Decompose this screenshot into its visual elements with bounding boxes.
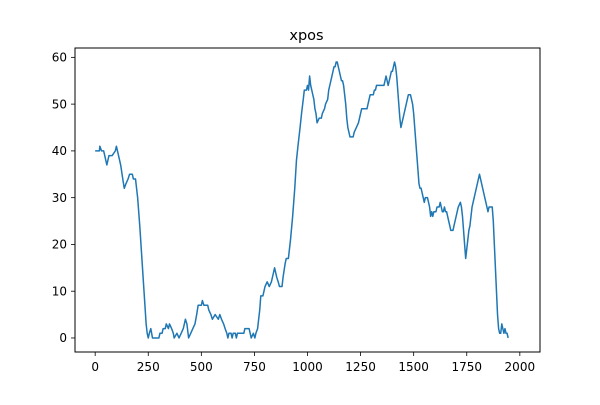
x-tick-label-8: 2000 xyxy=(505,360,536,374)
x-tick-label-5: 1250 xyxy=(345,360,376,374)
x-axis-ticks: 0 250 500 750 1000 1250 1500 1750 2000 xyxy=(91,352,535,374)
x-tick-label-1: 250 xyxy=(137,360,160,374)
series-line-0 xyxy=(95,61,509,339)
chart-title: xpos xyxy=(289,28,323,44)
x-tick-label-6: 1500 xyxy=(398,360,429,374)
y-tick-label-4: 40 xyxy=(52,144,67,158)
y-tick-label-1: 10 xyxy=(52,284,67,298)
y-tick-label-5: 50 xyxy=(52,97,67,111)
x-tick-label-4: 1000 xyxy=(292,360,323,374)
plot-area xyxy=(95,61,509,339)
axes-frame xyxy=(74,47,541,353)
y-tick-label-6: 60 xyxy=(52,51,67,65)
y-tick-label-3: 30 xyxy=(52,191,67,205)
y-axis-ticks: 0 10 20 30 40 50 60 xyxy=(52,51,75,345)
x-tick-label-0: 0 xyxy=(91,360,99,374)
x-tick-label-3: 750 xyxy=(243,360,266,374)
x-tick-label-2: 500 xyxy=(190,360,213,374)
y-tick-label-2: 20 xyxy=(52,238,67,252)
y-tick-label-0: 0 xyxy=(59,331,67,345)
x-tick-label-7: 1750 xyxy=(451,360,482,374)
